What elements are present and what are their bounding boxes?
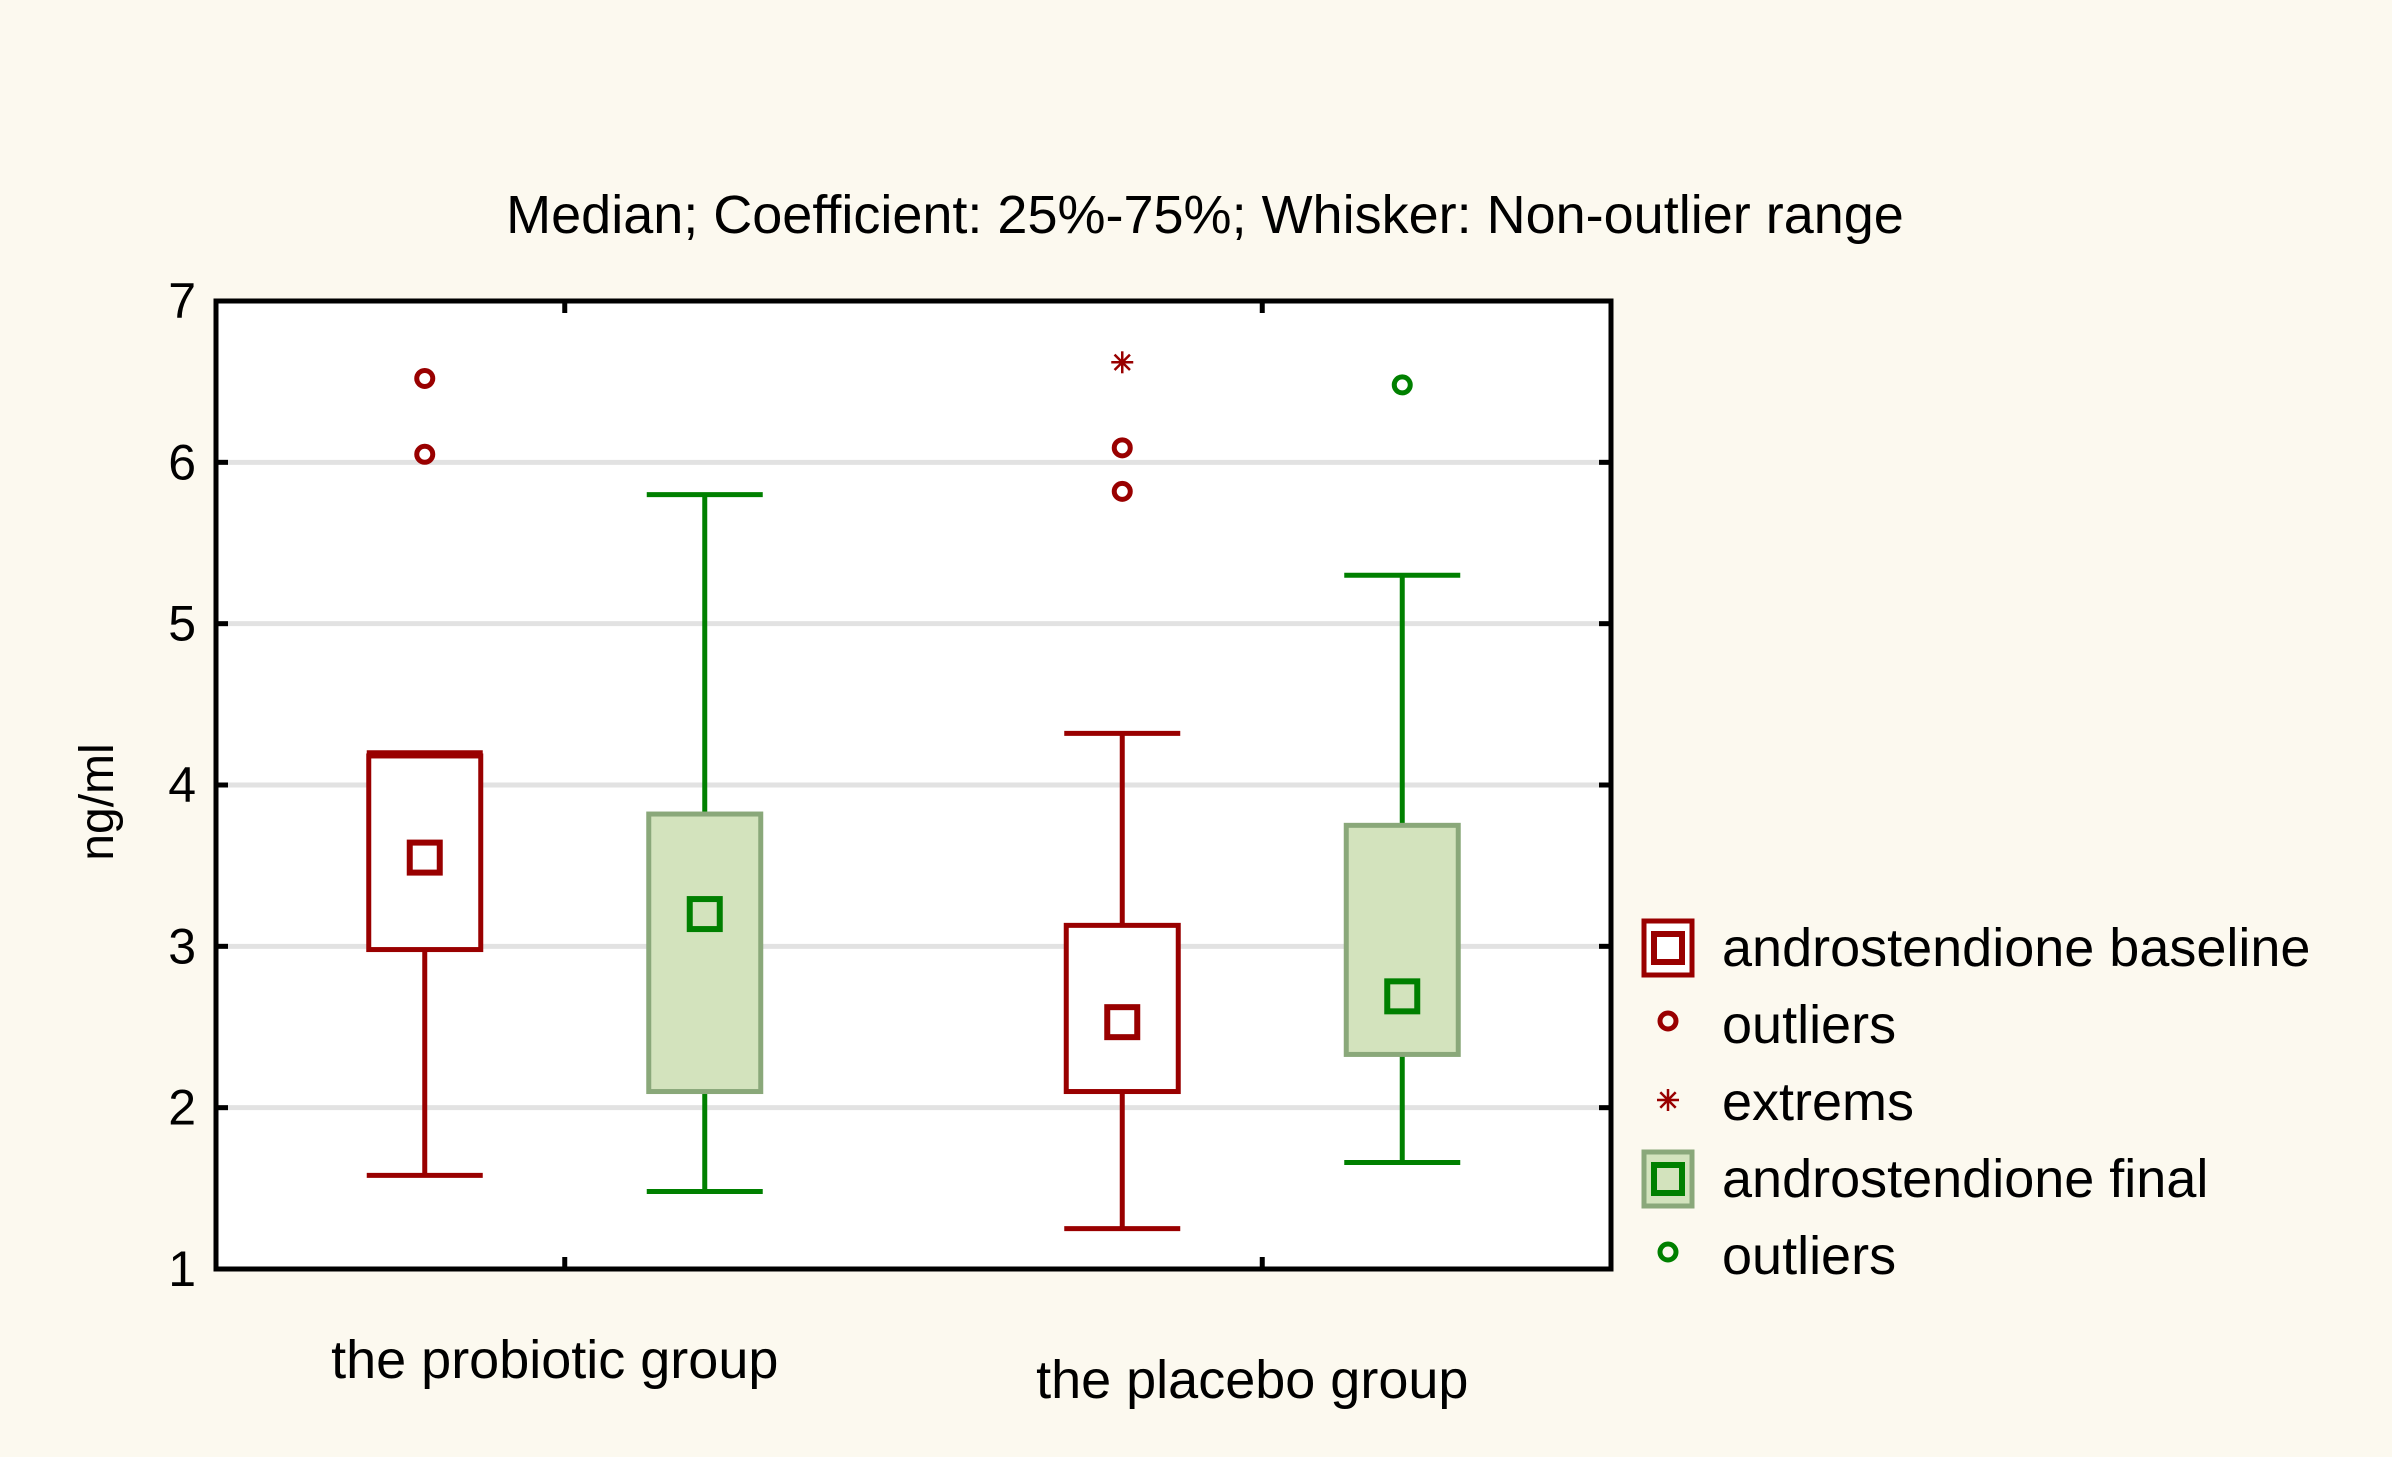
y-tick-label: 2 bbox=[168, 1080, 196, 1136]
median-marker bbox=[686, 896, 723, 933]
y-tick-label: 4 bbox=[168, 757, 196, 813]
legend-label: extrems bbox=[1722, 1072, 1914, 1132]
legend-median-icon bbox=[1651, 1162, 1685, 1196]
legend-item: androstendione final bbox=[1641, 1149, 2208, 1209]
median-marker bbox=[406, 839, 443, 876]
legend-outlier-icon bbox=[1657, 1241, 1679, 1263]
outlier-point bbox=[1391, 374, 1413, 396]
median-marker bbox=[1384, 978, 1421, 1015]
legend-median-icon bbox=[1651, 931, 1685, 965]
x-group-label: the probiotic group bbox=[331, 1330, 778, 1390]
y-axis-label: ng/ml bbox=[71, 743, 124, 860]
legend-label: outliers bbox=[1722, 995, 1896, 1055]
legend-label: androstendione baseline bbox=[1722, 918, 2310, 978]
outlier-point bbox=[1111, 437, 1133, 459]
extreme-stroke bbox=[1659, 1091, 1677, 1109]
box-1-0 bbox=[646, 492, 764, 1195]
legend-item: androstendione baseline bbox=[1641, 918, 2310, 978]
iqr-box bbox=[366, 753, 484, 953]
y-tick-label: 6 bbox=[168, 434, 196, 490]
plot-frame bbox=[213, 298, 1614, 1272]
box-1-1 bbox=[1343, 374, 1461, 1166]
box-0-0 bbox=[366, 367, 484, 1178]
extreme-point bbox=[1111, 351, 1134, 374]
y-tick-label: 7 bbox=[168, 273, 196, 329]
outlier-point bbox=[1111, 480, 1133, 502]
legend-outlier-icon bbox=[1657, 1010, 1679, 1032]
chart-title: Median; Coefficient: 25%-75%; Whisker: N… bbox=[506, 185, 1904, 245]
box-0-1 bbox=[1063, 351, 1181, 1232]
legend-label: outliers bbox=[1722, 1226, 1896, 1286]
boxes bbox=[366, 351, 1461, 1232]
legend-item: extrems bbox=[1657, 1072, 1914, 1132]
outlier-point bbox=[414, 443, 436, 465]
legend-item: outliers bbox=[1657, 1226, 1896, 1286]
y-tick-label: 1 bbox=[168, 1241, 196, 1297]
x-group-label: the placebo group bbox=[1036, 1350, 1468, 1410]
legend: androstendione baseline outliers extrems an… bbox=[1641, 918, 2310, 1286]
y-tick-label: 3 bbox=[168, 918, 196, 974]
iqr-box bbox=[1343, 822, 1461, 1057]
legend-item: outliers bbox=[1657, 995, 1896, 1055]
outlier-point bbox=[414, 367, 436, 389]
legend-extreme-icon bbox=[1657, 1089, 1679, 1111]
median-marker bbox=[1104, 1004, 1141, 1041]
y-tick-label: 5 bbox=[168, 596, 196, 652]
extreme-stroke bbox=[1113, 353, 1131, 371]
iqr-box bbox=[646, 811, 764, 1095]
legend-label: androstendione final bbox=[1722, 1149, 2208, 1209]
